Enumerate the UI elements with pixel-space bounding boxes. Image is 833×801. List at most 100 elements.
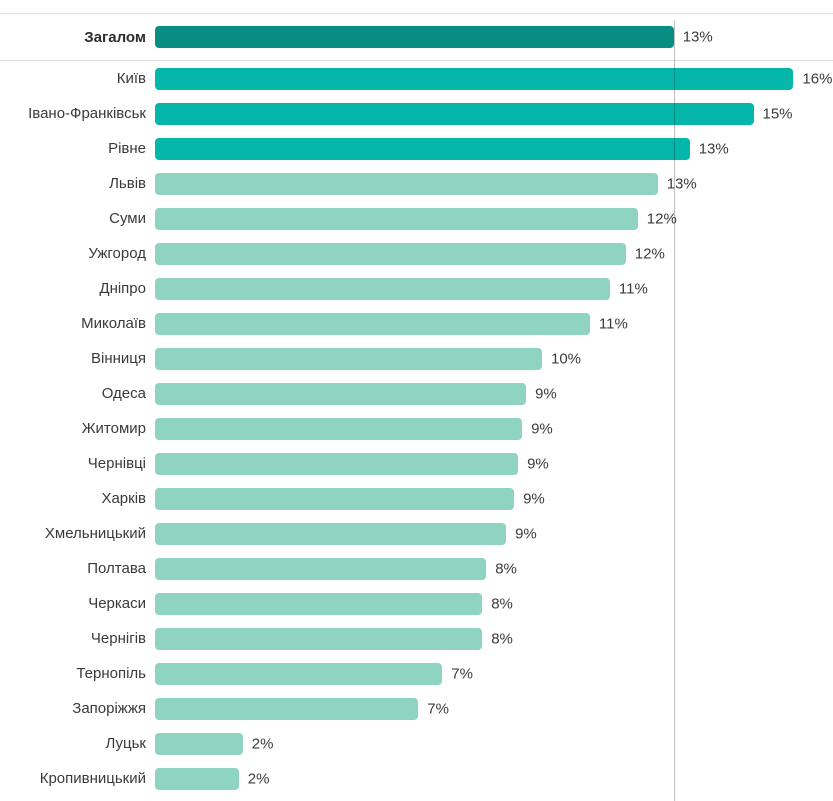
bar [155,67,794,90]
bar-track: 10% [155,347,833,370]
bar [155,242,626,265]
bar [155,627,483,650]
reference-line [674,20,675,801]
category-label: Чернігів [90,630,146,647]
bar-track: 12% [155,242,833,265]
bar [155,592,483,615]
value-label: 12% [634,245,665,262]
value-label: 7% [427,700,449,717]
category-label: Чернівці [87,455,146,472]
value-label: 13% [682,28,713,46]
bar [155,102,754,125]
bar [155,347,542,370]
bar-track: 13% [155,26,833,48]
bar-track: 13% [155,172,833,195]
category-label: Київ [116,70,146,87]
category-label: Запоріжжя [72,700,146,717]
bar [155,767,239,790]
chart-row: Миколаїв 11% [0,306,833,341]
value-label: 9% [527,455,549,472]
category-label: Полтава [87,560,146,577]
bar [155,382,527,405]
chart-row: Кропивницький 2% [0,761,833,796]
value-label: 15% [762,105,793,122]
chart-row: Київ 16% [0,61,833,96]
chart-row: Харків 9% [0,481,833,516]
category-label: Загалом [84,28,146,46]
category-label: Харків [101,490,146,507]
bar-track: 7% [155,697,833,720]
value-label: 12% [646,210,677,227]
chart-row: Тернопіль 7% [0,656,833,691]
bar-track: 11% [155,277,833,300]
value-label: 16% [802,70,833,87]
value-label: 8% [495,560,517,577]
category-label: Миколаїв [81,315,146,332]
bar [155,137,690,160]
bar [155,312,590,335]
value-label: 9% [515,525,537,542]
bar-track: 12% [155,207,833,230]
bar-track: 11% [155,312,833,335]
chart-row: Луцьк 2% [0,726,833,761]
bar-track: 15% [155,102,833,125]
bar [155,697,419,720]
bar-track: 9% [155,452,833,475]
value-label: 13% [666,175,697,192]
bar-track: 9% [155,522,833,545]
chart-row: Рівне 13% [0,131,833,166]
bar-track: 8% [155,592,833,615]
chart-row: Ужгород 12% [0,236,833,271]
bar-track: 7% [155,662,833,685]
bar-track: 8% [155,627,833,650]
chart-row: Дніпро 11% [0,271,833,306]
chart-row: Львів 13% [0,166,833,201]
value-label: 2% [251,735,274,752]
category-label: Рівне [108,140,146,157]
bar-track: 8% [155,557,833,580]
bar [155,522,507,545]
bar-track: 2% [155,767,833,790]
value-label: 13% [698,140,729,157]
category-label: Львів [109,175,146,192]
category-label: Черкаси [88,595,146,612]
chart-row: Вінниця 10% [0,341,833,376]
value-label: 10% [551,350,582,367]
bar-track: 16% [155,67,833,90]
bar-track: 9% [155,382,833,405]
value-label: 9% [531,420,553,437]
chart-row: Одеса 9% [0,376,833,411]
chart-row: Хмельницький 9% [0,516,833,551]
bar [155,277,610,300]
category-label: Дніпро [99,280,146,297]
category-label: Тернопіль [76,665,146,682]
bar [155,452,519,475]
value-label: 11% [598,315,628,332]
bar [155,557,487,580]
chart-row: Черкаси 8% [0,586,833,621]
category-label: Луцьк [105,735,146,752]
total-section: Загалом 13% [0,13,833,61]
bar-track: 13% [155,137,833,160]
value-label: 8% [491,630,513,647]
chart-row: Чернігів 8% [0,621,833,656]
bar-track: 2% [155,732,833,755]
bar [155,662,443,685]
chart-row: Чернівці 9% [0,446,833,481]
value-label: 9% [523,490,545,507]
chart-row: Запоріжжя 7% [0,691,833,726]
category-label: Суми [109,210,146,227]
chart-row: Житомир 9% [0,411,833,446]
chart-row: Полтава 8% [0,551,833,586]
value-label: 7% [451,665,473,682]
value-label: 2% [247,770,270,787]
category-label: Кропивницький [39,770,146,787]
category-label: Житомир [81,420,146,437]
value-label: 11% [618,280,648,297]
value-label: 8% [491,595,513,612]
bar [155,172,658,195]
bar [155,732,243,755]
category-label: Одеса [101,385,146,402]
bar [155,207,638,230]
